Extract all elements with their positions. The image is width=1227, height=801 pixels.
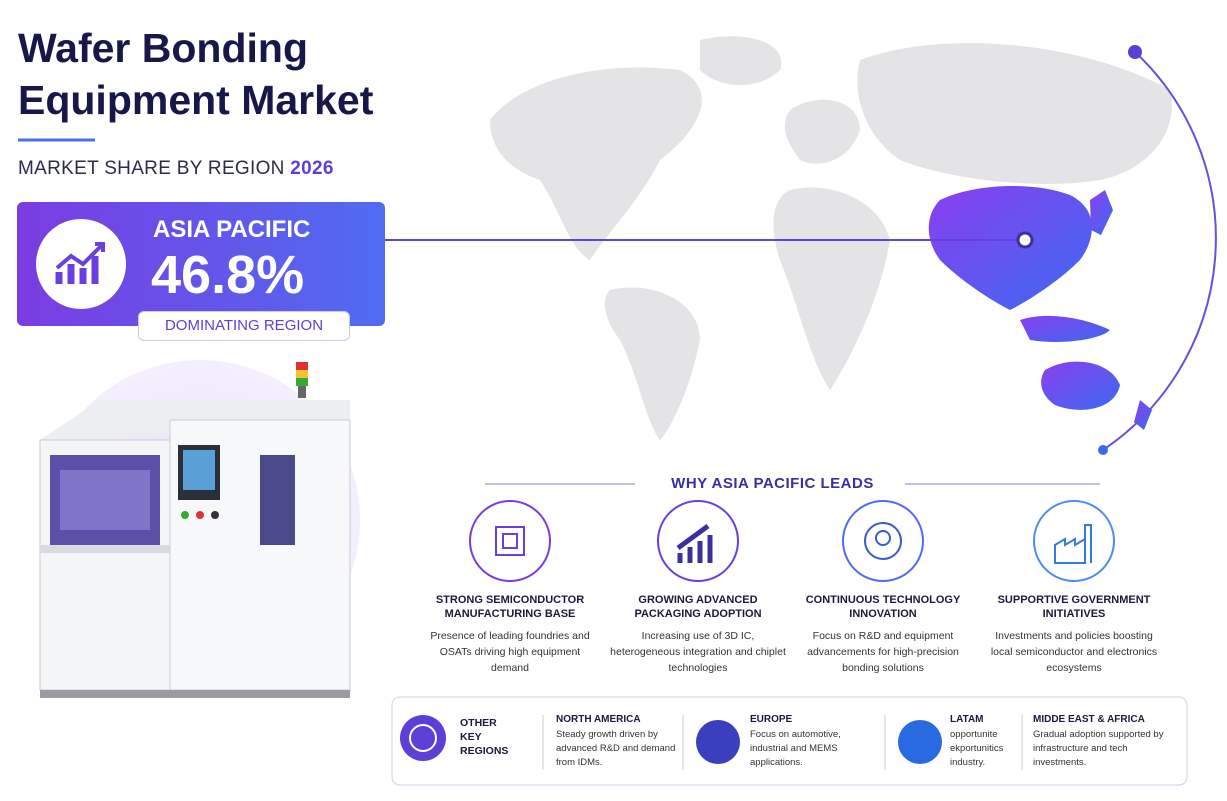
title-line: Wafer Bonding: [18, 25, 309, 71]
subtitle-text: MARKET SHARE BY REGION: [18, 158, 285, 179]
factor-icons: [469, 500, 1115, 582]
title: Wafer Bonding Equipment Market: [18, 22, 373, 126]
regions-panel: [391, 696, 1188, 786]
region-text: Steady growth driven by advanced R&D and…: [556, 729, 676, 768]
orbit-dot: [1128, 45, 1142, 59]
factor-title: SUPPORTIVE GOVERNMENT INITIATIVES: [997, 594, 1151, 620]
region: MIDDE EAST & AFRICA Gradual adoption sup…: [1033, 714, 1178, 770]
region-name: LATAM: [950, 714, 984, 725]
machine-illustration: [39, 362, 351, 698]
region-text: Gradual adoption supported by infrastruc…: [1033, 729, 1164, 768]
other-regions-label: OTHER KEY REGIONS: [460, 717, 509, 757]
factor-title: STRONG SEMICONDUCTOR MANUFACTURING BASE: [435, 594, 585, 620]
factor-title: GROWING ADVANCED PACKAGING ADOPTION: [634, 594, 762, 620]
factor: CONTINUOUS TECHNOLOGY INNOVATION Focus o…: [793, 593, 973, 676]
region-name: NORTH AMERICA: [556, 714, 641, 725]
latam-icon: [898, 720, 942, 764]
why-heading: WHY ASIA PACIFIC LEADS: [671, 475, 874, 492]
region-text: Focus on automotive, industrial and MEMS…: [750, 729, 841, 768]
badge: DOMINATING REGION: [138, 311, 350, 341]
europe-icon: [696, 720, 740, 764]
region: LATAM opportunite ekportunitics industry…: [950, 714, 1020, 770]
factor: SUPPORTIVE GOVERNMENT INITIATIVES Invest…: [984, 593, 1164, 676]
region-share: 46.8%: [151, 245, 305, 305]
subtitle: MARKET SHARE BY REGION 2026: [18, 158, 334, 180]
region-name: MIDDE EAST & AFRICA: [1033, 714, 1145, 725]
title-line: Equipment Market: [18, 77, 374, 123]
year: 2026: [290, 158, 334, 179]
connector-dot: [1016, 231, 1034, 249]
factor-title: CONTINUOUS TECHNOLOGY INNOVATION: [805, 594, 961, 620]
globe-icon: [409, 724, 437, 752]
factor-text: Focus on R&D and equipment advancements …: [807, 630, 959, 674]
region: EUROPE Focus on automotive, industrial a…: [750, 714, 875, 770]
region-text: opportunite ekportunitics industry.: [950, 729, 1004, 768]
highlight-card: ASIA PACIFIC 46.8% DOMINATING REGION: [17, 202, 385, 341]
factor-text: Investments and policies boosting local …: [990, 630, 1158, 674]
factor: GROWING ADVANCED PACKAGING ADOPTION Incr…: [608, 593, 788, 676]
world-map: [490, 36, 1172, 440]
growth-icon: [36, 219, 126, 309]
factor: STRONG SEMICONDUCTOR MANUFACTURING BASE …: [420, 593, 600, 676]
factor-text: Increasing use of 3D IC, heterogeneous i…: [610, 630, 786, 674]
factor-text: Presence of leading foundries and OSATs …: [430, 630, 590, 674]
orbit-arc: [1102, 51, 1217, 451]
region-name: ASIA PACIFIC: [153, 216, 311, 243]
region: NORTH AMERICA Steady growth driven by ad…: [556, 714, 676, 770]
globe-icon: [400, 715, 446, 761]
asia-pacific-region: [928, 185, 1152, 430]
region-name: EUROPE: [750, 714, 793, 725]
orbit-dot: [1098, 445, 1108, 455]
